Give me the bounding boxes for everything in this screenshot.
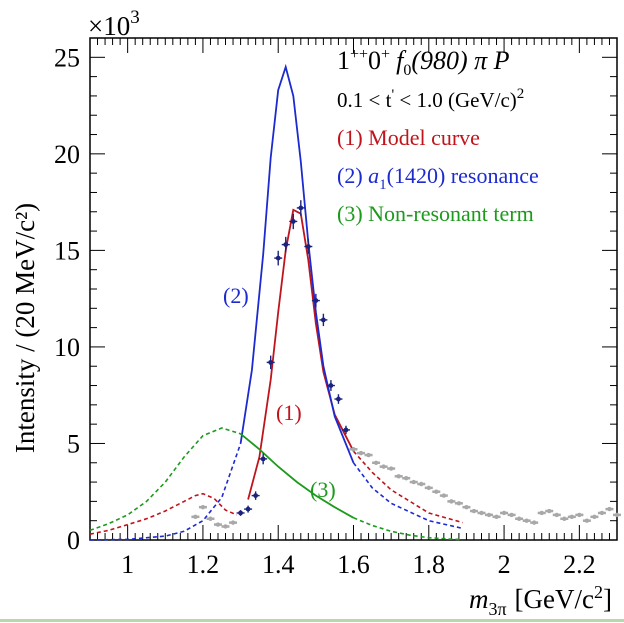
extra-point-marker <box>577 512 582 518</box>
resonance-curve-fit <box>239 63 355 464</box>
extra-point-marker <box>449 499 454 504</box>
data-point <box>260 456 266 462</box>
extra-point-marker <box>614 512 620 518</box>
nonresonant-curve-low <box>89 427 241 532</box>
tick-labels: 1 1.2 1.4 1.6 1.8 2 2.2 0 5 10 15 20 25 <box>54 43 596 579</box>
model-curve-high <box>352 450 463 524</box>
y-tick-label: 5 <box>67 429 80 458</box>
extra-point-marker <box>230 520 236 525</box>
x-tick-label: 1.4 <box>262 550 295 579</box>
extra-point-marker <box>486 512 492 518</box>
legend-entry-resonance: (2) a1(1420) resonance <box>337 163 539 193</box>
extra-point-marker <box>388 466 394 471</box>
extra-point-marker <box>524 518 529 523</box>
x-tick-label: 1 <box>121 550 134 579</box>
extra-data-points <box>191 447 621 529</box>
extra-point-marker <box>215 522 221 527</box>
extra-point-marker <box>351 447 356 452</box>
extra-point-marker <box>539 510 544 516</box>
nonresonant-curve-high <box>353 517 463 541</box>
data-point <box>253 493 259 498</box>
annotation-model: (1) <box>276 400 302 425</box>
extra-point-marker <box>531 520 537 525</box>
extra-point-marker <box>193 514 198 520</box>
extra-point-marker <box>509 512 514 518</box>
extra-point-marker <box>592 514 597 520</box>
data-point <box>305 244 311 249</box>
x-axis-label: m3π [GeV/c2] <box>469 582 612 619</box>
extra-point-marker <box>479 510 484 516</box>
x-tick-label: 2.2 <box>563 550 596 579</box>
y-multiplier: ×103 <box>88 7 140 41</box>
extra-point-marker <box>554 512 559 518</box>
y-tick-label: 0 <box>67 526 80 555</box>
nonresonant-curve-fit <box>240 433 354 519</box>
curves <box>89 63 463 541</box>
bottom-rule <box>0 619 624 622</box>
extra-point-marker <box>569 514 575 520</box>
extra-point-marker <box>411 479 416 485</box>
extra-point-marker <box>547 508 552 514</box>
data-point <box>313 298 319 303</box>
extra-point-marker <box>456 501 462 506</box>
x-tick-label: 1.2 <box>187 550 220 579</box>
data-point <box>283 242 289 247</box>
legend-tcut: 0.1 < t' < 1.0 (GeV/c)2 <box>337 86 524 112</box>
data-point <box>328 383 334 388</box>
data-point <box>245 506 251 512</box>
extra-point-marker <box>200 504 206 510</box>
legend: 1++0+ f0(980) π P 0.1 < t' < 1.0 (GeV/c)2… <box>337 46 539 226</box>
legend-wave: 1++0+ f0(980) π P <box>337 46 510 79</box>
x-tick-label: 1.8 <box>413 550 446 579</box>
model-curve-low <box>89 492 238 535</box>
extra-point-marker <box>584 518 590 523</box>
x-tick-label: 1.6 <box>337 550 370 579</box>
extra-point-marker <box>501 510 507 516</box>
fit-data-points <box>236 200 350 516</box>
extra-point-marker <box>434 489 439 494</box>
y-tick-label: 10 <box>54 333 80 362</box>
annotation-nonres: (3) <box>310 477 336 502</box>
extra-point-marker <box>208 516 213 521</box>
extra-point-marker <box>471 508 477 514</box>
axis-ticks <box>89 37 618 541</box>
data-point <box>336 396 341 402</box>
data-point <box>343 427 349 433</box>
extra-point-marker <box>426 485 431 491</box>
data-point <box>298 205 304 211</box>
extra-point-marker <box>358 450 364 456</box>
extra-point-marker <box>381 464 386 469</box>
extra-point-marker <box>599 510 605 516</box>
data-point <box>290 219 296 224</box>
legend-entry-model: (1) Model curve <box>337 125 480 150</box>
extra-point-marker <box>607 506 612 512</box>
extra-point-marker <box>223 524 228 529</box>
data-point <box>320 317 326 323</box>
extra-point-marker <box>419 481 424 487</box>
y-tick-label: 25 <box>54 43 80 72</box>
data-point <box>268 359 274 365</box>
annotation-resonance: (2) <box>223 283 249 308</box>
y-tick-label: 20 <box>54 140 80 169</box>
y-axis-label: Intensity / (20 MeV/c²) <box>10 203 40 453</box>
extra-point-marker <box>373 460 379 465</box>
resonance-curve-high <box>352 462 463 530</box>
data-point <box>238 510 243 516</box>
model-curve-fit <box>247 208 355 500</box>
data-point <box>275 255 281 261</box>
resonance-curve-low <box>89 443 242 541</box>
legend-entry-nonres: (3) Non-resonant term <box>337 201 534 226</box>
extra-point-marker <box>494 514 499 520</box>
extra-point-marker <box>396 474 401 479</box>
extra-point-marker <box>441 493 447 498</box>
y-tick-label: 15 <box>54 236 80 265</box>
extra-point-marker <box>366 452 371 458</box>
extra-point-marker <box>562 516 567 521</box>
x-tick-label: 2 <box>498 550 511 579</box>
plot-frame <box>89 37 618 541</box>
extra-point-marker <box>404 476 409 481</box>
extra-point-marker <box>516 516 522 521</box>
extra-point-marker <box>464 504 469 510</box>
